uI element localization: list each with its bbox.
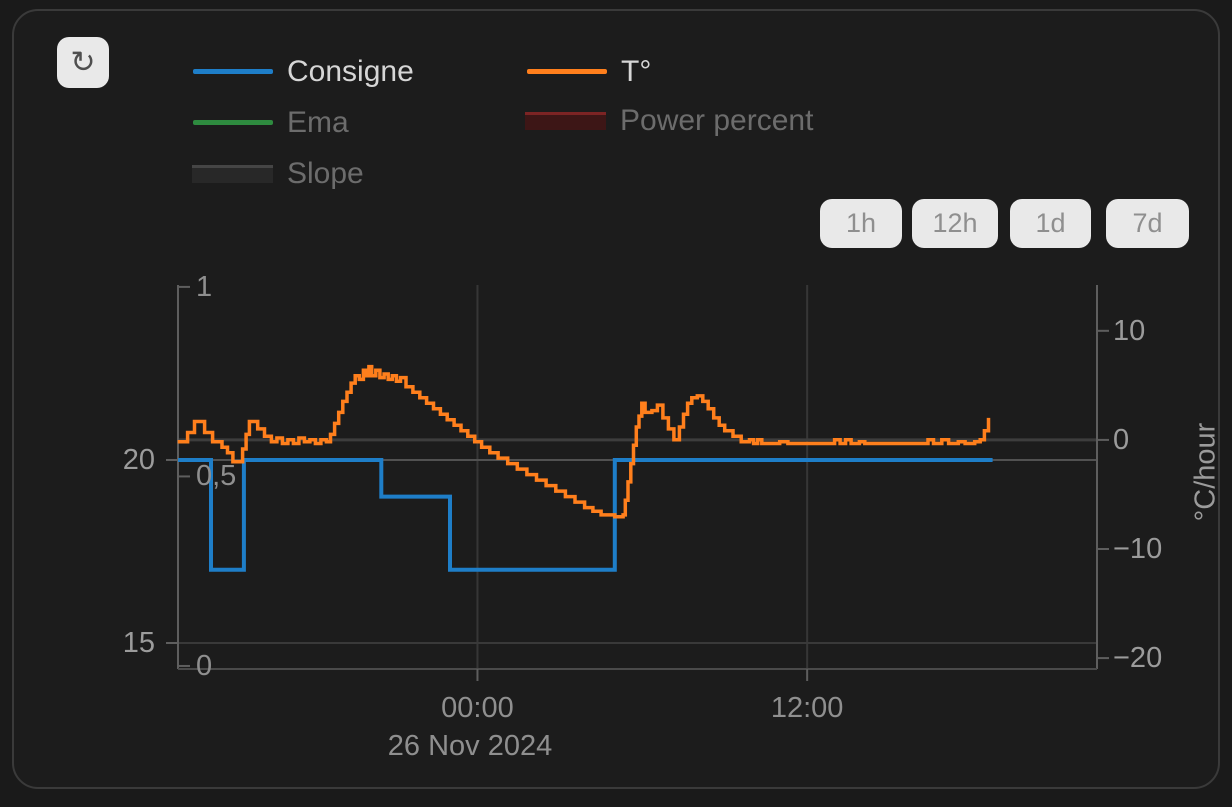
temperature-axis-tick-label: 15 xyxy=(122,627,155,659)
legend-label-temperature: T° xyxy=(621,54,652,88)
fraction-axis-tick-label: 0,5 xyxy=(196,460,237,493)
consigne-line-swatch xyxy=(193,69,273,74)
rate-axis-title: °C/hour xyxy=(1189,422,1222,522)
slope-area-swatch xyxy=(192,164,273,183)
legend-label-ema: Ema xyxy=(287,105,349,139)
ema-line-swatch xyxy=(193,120,273,125)
range-button-7d[interactable]: 7d xyxy=(1106,199,1189,248)
series-t- xyxy=(177,364,991,519)
chart-card xyxy=(12,9,1220,789)
time-axis-tick-label: 00:00 xyxy=(441,692,514,724)
refresh-icon: ↻ xyxy=(70,46,96,79)
time-axis-tick-label: 12:00 xyxy=(770,692,844,724)
fraction-axis-tick-label: 1 xyxy=(196,270,213,303)
temperature-axis-tick-label: 20 xyxy=(122,443,155,476)
range-button-1d[interactable]: 1d xyxy=(1010,199,1091,248)
legend-item-consigne[interactable]: Consigne xyxy=(193,55,414,88)
fraction-axis-tick-label: 0 xyxy=(196,649,213,682)
rate-axis-tick-label: 10 xyxy=(1113,314,1146,347)
range-button-12h[interactable]: 12h xyxy=(912,199,998,248)
rate-axis-tick-label: 0 xyxy=(1113,423,1130,456)
legend-label-power-percent: Power percent xyxy=(620,103,814,137)
chart-plot xyxy=(166,285,1109,681)
power-percent-area-swatch xyxy=(525,111,606,130)
temperature-line-swatch xyxy=(527,69,607,74)
legend-item-power-percent[interactable]: Power percent xyxy=(525,104,813,137)
refresh-button[interactable]: ↻ xyxy=(57,37,109,88)
rate-axis-tick-label: −20 xyxy=(1113,642,1163,675)
legend-label-consigne: Consigne xyxy=(287,54,414,88)
legend-label-slope: Slope xyxy=(287,156,364,190)
legend-item-ema[interactable]: Ema xyxy=(193,106,349,139)
legend-item-slope[interactable]: Slope xyxy=(192,157,364,190)
legend-item-temperature[interactable]: T° xyxy=(527,55,651,88)
range-button-1h[interactable]: 1h xyxy=(820,199,902,248)
series-consigne xyxy=(178,458,993,572)
rate-axis-tick-label: −10 xyxy=(1113,533,1163,565)
x-axis-date-label: 26 Nov 2024 xyxy=(387,730,553,762)
